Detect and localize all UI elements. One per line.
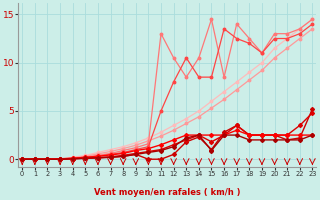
X-axis label: Vent moyen/en rafales ( km/h ): Vent moyen/en rafales ( km/h ) bbox=[94, 188, 241, 197]
